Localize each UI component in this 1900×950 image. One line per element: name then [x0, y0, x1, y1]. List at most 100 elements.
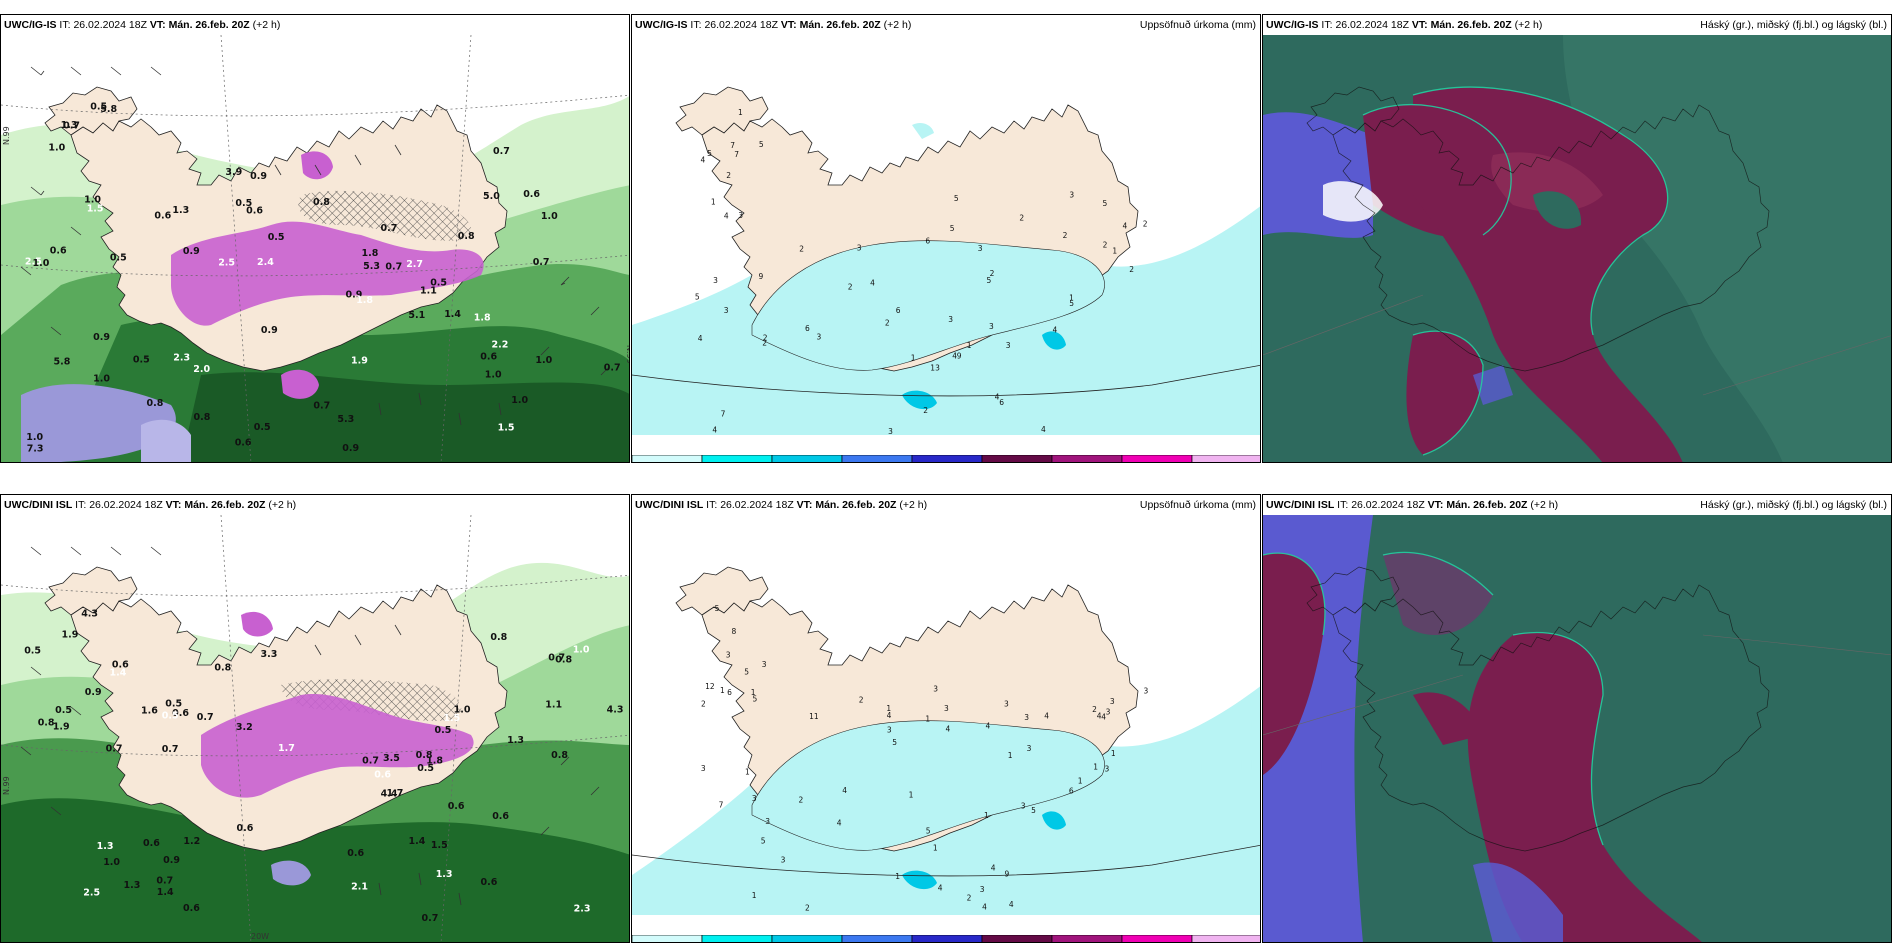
value-label: 3 — [1144, 686, 1149, 695]
map-canvas — [1263, 35, 1891, 462]
value-label: 2.3 — [173, 353, 190, 364]
value-label: 0.5 — [165, 699, 182, 710]
value-labels: 2221221321344654447635797655445232331142… — [695, 108, 1148, 436]
value-label: 1 — [711, 198, 716, 207]
value-label: 1 — [1111, 749, 1116, 758]
value-label: 0.9 — [93, 332, 110, 343]
vt-label: VT: — [780, 19, 797, 31]
value-label: 0.7 — [493, 146, 510, 157]
value-label: 0.7 — [548, 652, 565, 663]
value-label: 0.6 — [154, 210, 171, 221]
value-label: 0.8 — [147, 398, 164, 409]
value-label: 5 — [926, 826, 931, 835]
precip-colorbar: 110255075100150200400 — [632, 455, 1260, 462]
value-label: 1 — [886, 704, 891, 713]
value-label: 1.5 — [498, 423, 515, 434]
value-label: 1 — [1093, 763, 1098, 772]
value-label: 0.5 — [435, 725, 452, 736]
value-label: 3 — [857, 243, 862, 252]
value-label: 4 — [991, 864, 996, 873]
colorbar-swatch — [1121, 455, 1193, 462]
value-labels: 211 1111151211232313131145443235436546543… — [701, 604, 1149, 913]
value-label: 1.3 — [507, 735, 524, 746]
it-label: IT: — [59, 19, 71, 31]
value-label: 4 — [887, 711, 892, 720]
model-name: UWC/IG-IS — [635, 19, 688, 31]
value-label: 2.4 — [257, 257, 274, 268]
value-label: 0.7 — [156, 876, 173, 887]
value-label: 3 — [1006, 341, 1011, 350]
value-label: 4 — [1044, 712, 1049, 721]
value-label: 0.6 — [523, 189, 540, 200]
value-label: 7.3 — [27, 444, 44, 455]
panel-header: UWC/DINI ISL IT: 26.02.2024 18Z VT: Mán.… — [632, 495, 1260, 515]
value-label: 4 — [842, 786, 847, 795]
value-label: 0.9 — [183, 246, 200, 257]
colorbar-swatch — [701, 455, 773, 462]
value-label: 2.5 — [83, 888, 100, 899]
value-label: 0.5 — [235, 198, 252, 209]
value-label: 2 — [885, 319, 890, 328]
colorbar-swatch — [771, 455, 843, 462]
map-panel-wind-precip-dini: UWC/DINI ISL IT: 26.02.2024 18Z VT: Mán.… — [0, 494, 630, 943]
value-label: 0.8 — [416, 750, 433, 761]
value-label: 3 — [1021, 802, 1026, 811]
value-label: 1 — [1112, 247, 1117, 256]
value-label: 5 — [954, 194, 959, 203]
value-label: 3 — [713, 276, 718, 285]
lead-time: (+2 h) — [899, 499, 928, 511]
value-label: 0.6 — [246, 206, 263, 217]
value-label: 1.7 — [278, 743, 295, 754]
value-label: 5 — [753, 695, 758, 704]
value-label: 3 — [1105, 765, 1110, 774]
value-label: 6 — [925, 236, 930, 245]
value-label: 3.3 — [261, 649, 278, 660]
value-label: 5 — [1031, 806, 1036, 815]
value-label: 0.5 — [133, 355, 150, 366]
value-label: 3 — [944, 704, 949, 713]
value-label: 2 — [1063, 231, 1068, 240]
value-label: 1 — [1069, 294, 1074, 303]
value-label: 1.3 — [172, 205, 189, 216]
init-time: 26.02.2024 18Z — [704, 19, 778, 31]
value-label: 1.6 — [141, 705, 158, 716]
value-label: 1 — [909, 791, 914, 800]
value-label: 0.5 — [162, 711, 179, 722]
value-label: 3 — [781, 856, 786, 865]
lon-label: 20W — [251, 932, 269, 941]
value-label: 4 — [946, 725, 951, 734]
vt-label: VT: — [1427, 499, 1444, 511]
value-label: 3 — [888, 427, 893, 435]
value-label: 1.8 — [426, 756, 443, 767]
value-label: 3.2 — [236, 722, 253, 733]
valid-time: Mán. 26.feb. 20Z — [815, 499, 897, 511]
value-label: 8 — [732, 627, 737, 636]
value-label: 1 — [925, 714, 930, 723]
value-label: 3 — [724, 306, 729, 315]
value-label: 3 — [817, 333, 822, 342]
init-time: 26.02.2024 18Z — [720, 499, 794, 511]
value-label: 2 — [701, 700, 706, 709]
lead-time: (+2 h) — [1530, 499, 1559, 511]
value-label: 5.8 — [100, 104, 117, 115]
map-area — [1263, 35, 1891, 462]
value-label: 0.6 — [448, 801, 465, 812]
value-label: 1.3 — [436, 869, 453, 880]
colorbar-swatch — [1051, 455, 1123, 462]
value-label: 0.6 — [112, 660, 129, 671]
init-time: 26.02.2024 18Z — [1351, 499, 1425, 511]
value-label: 1.0 — [573, 644, 590, 655]
value-label: 7 — [721, 410, 726, 419]
value-label: 6 — [805, 324, 810, 333]
value-label: 1 — [933, 843, 938, 852]
value-label: 0.6 — [172, 708, 189, 719]
value-label: 4 — [995, 393, 1000, 402]
value-label: 4 — [698, 334, 703, 343]
value-label: 4 — [1053, 326, 1058, 335]
value-label: 5 — [695, 293, 700, 302]
value-label: 3 — [1027, 744, 1032, 753]
value-label: 2 — [726, 171, 731, 180]
value-label: 1.0 — [33, 258, 50, 269]
value-label: 4 — [1041, 425, 1046, 434]
